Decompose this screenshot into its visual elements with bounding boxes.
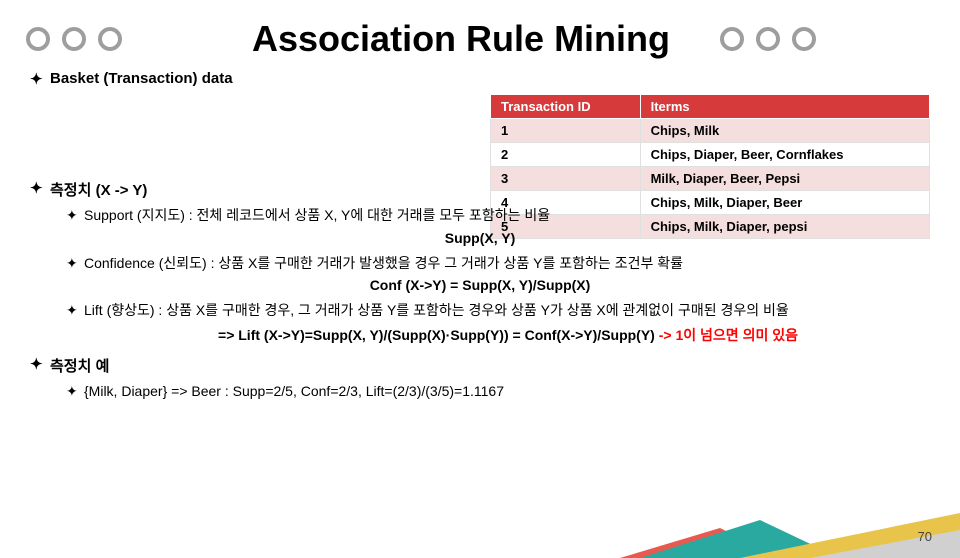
sub-example: ✦ {Milk, Diaper} => Beer : Supp=2/5, Con… [66, 382, 930, 402]
content-area: ✦ Basket (Transaction) data ✦ 측정치 (X -> … [0, 60, 960, 401]
sub-confidence: ✦ Confidence (신뢰도) : 상품 X를 구매한 거래가 발생했을 … [66, 254, 930, 274]
sub-text: {Milk, Diaper} => Beer : Supp=2/5, Conf=… [84, 382, 504, 402]
title-row: Association Rule Mining [0, 18, 960, 60]
circle-icon [98, 27, 122, 51]
decorative-circles-left [26, 27, 122, 51]
bullet-metrics: ✦ 측정치 (X -> Y) [30, 179, 930, 200]
triangle-icon [810, 530, 960, 558]
formula-lift: => Lift (X->Y)=Supp(X, Y)/(Supp(X)·Supp(… [86, 325, 930, 345]
sub-bullet-icon: ✦ [66, 382, 84, 402]
sub-bullet-icon: ✦ [66, 254, 84, 274]
footer-decoration [660, 498, 960, 558]
sub-text: Confidence (신뢰도) : 상품 X를 구매한 거래가 발생했을 경우… [84, 254, 683, 274]
circle-icon [26, 27, 50, 51]
circle-icon [756, 27, 780, 51]
sub-text: Lift (향상도) : 상품 X를 구매한 경우, 그 거래가 상품 Y를 포… [84, 301, 789, 321]
bullet-basket-data: ✦ Basket (Transaction) data [30, 70, 930, 88]
formula-lift-main: => Lift (X->Y)=Supp(X, Y)/(Supp(X)·Supp(… [218, 327, 655, 343]
sub-bullet-icon: ✦ [66, 301, 84, 321]
bullet-icon: ✦ [30, 179, 50, 197]
formula-lift-tail: -> 1이 넘으면 의미 있음 [659, 327, 798, 343]
bullet-example: ✦ 측정치 예 [30, 355, 930, 376]
circle-icon [62, 27, 86, 51]
bullet-icon: ✦ [30, 355, 50, 373]
bullet-icon: ✦ [30, 70, 50, 88]
formula-support: Supp(X, Y) [30, 230, 930, 246]
page-title: Association Rule Mining [252, 18, 670, 60]
bullet-text: 측정치 예 [50, 355, 109, 376]
circle-icon [720, 27, 744, 51]
formula-confidence: Conf (X->Y) = Supp(X, Y)/Supp(X) [30, 277, 930, 293]
sub-support: ✦ Support (지지도) : 전체 레코드에서 상품 X, Y에 대한 거… [66, 206, 930, 226]
sub-bullet-icon: ✦ [66, 206, 84, 226]
sub-lift: ✦ Lift (향상도) : 상품 X를 구매한 경우, 그 거래가 상품 Y를… [66, 301, 930, 321]
page-number: 70 [918, 529, 932, 544]
bullet-text: 측정치 (X -> Y) [50, 179, 147, 200]
sub-text: Support (지지도) : 전체 레코드에서 상품 X, Y에 대한 거래를… [84, 206, 550, 226]
bullet-text: Basket (Transaction) data [50, 70, 233, 87]
decorative-circles-right [720, 27, 816, 51]
circle-icon [792, 27, 816, 51]
